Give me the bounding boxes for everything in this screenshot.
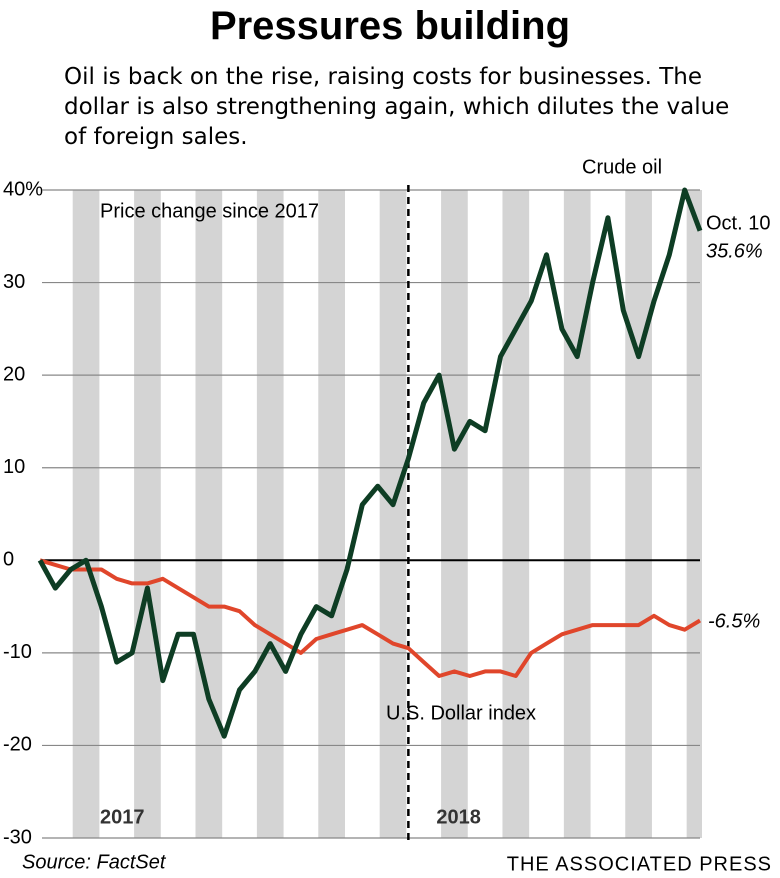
- month-stripe: [686, 190, 702, 838]
- credit: THE ASSOCIATED PRESS: [507, 853, 772, 875]
- month-stripe: [256, 190, 284, 838]
- x-tick-label: 2017: [100, 806, 145, 828]
- y-tick-label: -20: [3, 734, 32, 756]
- chart-subtitle: Oil is back on the rise, raising costs f…: [64, 64, 730, 150]
- y-tick-label: 30: [3, 271, 25, 293]
- month-stripe: [502, 190, 530, 838]
- series-line: [39, 558, 702, 678]
- chart-title: Pressures building: [209, 4, 571, 48]
- annotation: Oct. 10: [706, 212, 770, 234]
- y-tick-label: -10: [3, 641, 32, 663]
- month-stripe: [441, 190, 468, 838]
- y-tick-label: 0: [3, 549, 14, 571]
- month-stripe: [318, 190, 345, 838]
- y-tick-label: -30: [3, 826, 32, 848]
- annotation: 35.6%: [706, 240, 763, 262]
- series-line: [37, 187, 703, 739]
- month-stripe: [625, 190, 652, 838]
- annotation: U.S. Dollar index: [386, 702, 536, 724]
- annotation: Price change since 2017: [100, 200, 319, 222]
- y-tick-label: 20: [3, 363, 25, 385]
- month-stripe: [195, 190, 223, 838]
- y-tick-label: 40%: [3, 178, 43, 200]
- annotation: Crude oil: [582, 156, 662, 178]
- month-stripe: [72, 190, 100, 838]
- month-stripe: [379, 190, 407, 838]
- annotation: -6.5%: [708, 610, 760, 632]
- x-tick-label: 2018: [436, 806, 481, 828]
- month-stripe: [134, 190, 161, 838]
- y-tick-label: 10: [3, 456, 25, 478]
- source: Source: FactSet: [22, 851, 167, 873]
- month-stripe: [563, 190, 591, 838]
